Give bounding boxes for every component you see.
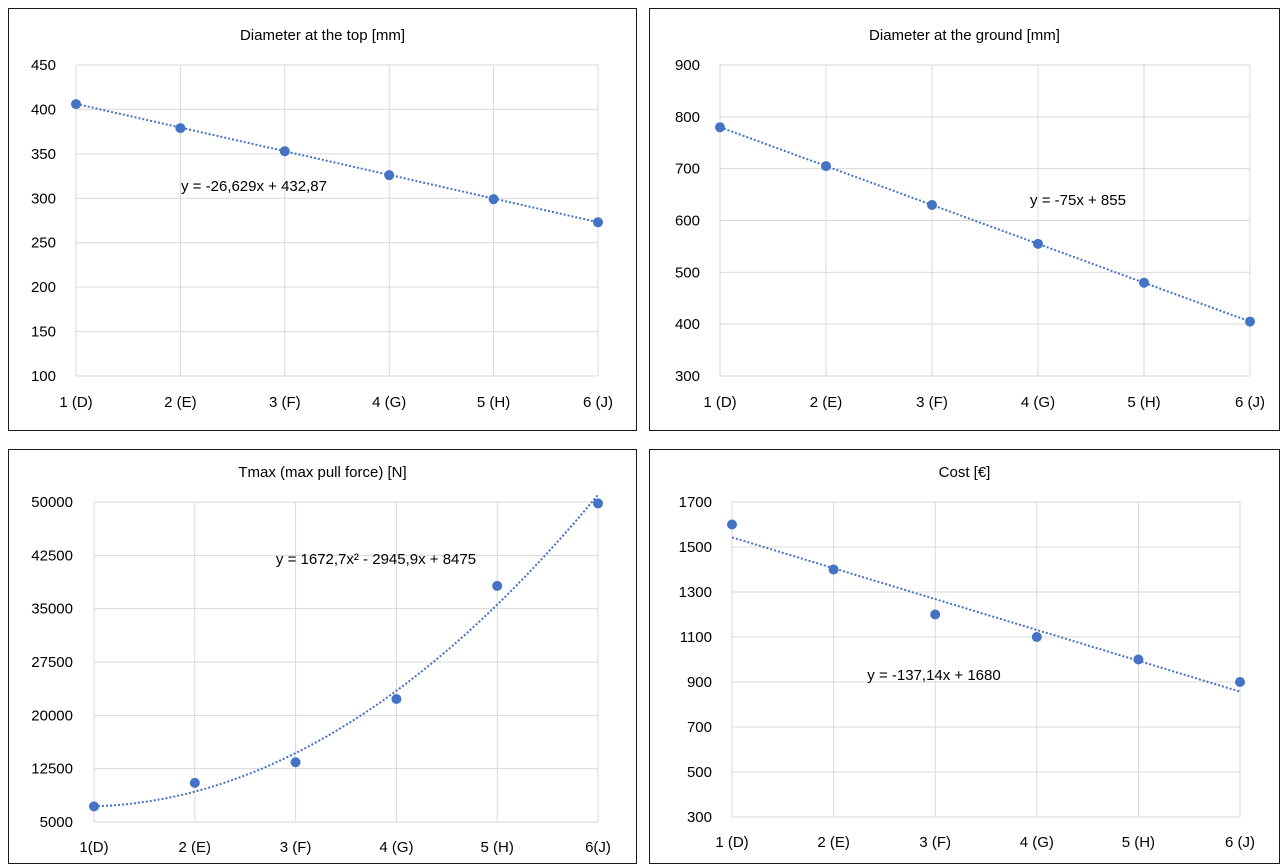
chart-svg: Diameter at the ground [mm] 300 400 500 600 7…	[675, 27, 1265, 411]
y-tick-label: 1100	[680, 629, 712, 646]
y-tick-label: 500	[687, 764, 712, 781]
data-point	[488, 194, 499, 205]
x-tick-label: 3 (F)	[916, 394, 948, 411]
data-point	[828, 564, 839, 575]
data-point	[1031, 632, 1042, 642]
y-tick-label: 42500	[31, 547, 73, 564]
chart-panel-cost: Cost [€] 300 500 700 900 1100 1300 1500 1700 1 (D…	[649, 449, 1280, 864]
chart-title: Diameter at the top [mm]	[240, 27, 405, 44]
x-tick-label: 2 (E)	[810, 394, 843, 411]
x-tick-label: 1(D)	[79, 839, 108, 856]
y-tick-label: 200	[31, 279, 56, 296]
data-point	[1245, 316, 1255, 327]
x-tick-label: 6 (J)	[1235, 394, 1265, 411]
x-tick-label: 2 (E)	[164, 394, 197, 411]
x-tick-label: 2 (E)	[817, 834, 850, 851]
trendline	[93, 494, 599, 808]
x-tick-label: 6(J)	[585, 839, 611, 856]
y-tick-label: 700	[675, 161, 700, 178]
y-tick-label: 150	[31, 324, 56, 341]
chart-title: Tmax (max pull force) [N]	[238, 464, 406, 481]
x-tick-label: 3 (F)	[919, 834, 951, 851]
y-tick-label: 400	[675, 316, 700, 333]
trendline	[75, 102, 599, 224]
data-point	[175, 123, 186, 134]
y-tick-label: 1500	[679, 539, 712, 556]
trendline	[719, 126, 1251, 323]
data-point	[715, 122, 725, 133]
chart-panel-diameter-ground: Diameter at the ground [mm] 300 400 500 600 7…	[649, 8, 1280, 431]
data-point	[1139, 277, 1149, 288]
y-tick-label: 450	[31, 57, 56, 74]
y-tick-label: 300	[675, 368, 700, 385]
data-point	[593, 498, 603, 509]
data-point	[290, 757, 301, 768]
y-tick-label: 27500	[31, 654, 73, 671]
y-tick-label: 20000	[31, 707, 73, 724]
y-tick-label: 800	[675, 109, 700, 126]
y-tick-label: 600	[675, 213, 700, 230]
x-tick-label: 6 (J)	[1225, 834, 1255, 851]
data-point	[89, 801, 99, 812]
data-point	[821, 161, 831, 172]
data-point	[189, 777, 200, 788]
x-tick-label: 5 (H)	[1127, 394, 1160, 411]
data-point	[391, 693, 402, 704]
y-tick-label: 300	[687, 809, 712, 826]
y-tick-label: 1700	[679, 494, 712, 511]
data-point	[593, 217, 603, 228]
x-tick-label: 4 (G)	[1021, 394, 1055, 411]
chart-panel-diameter-top: Diameter at the top [mm] 100 150 200 250 300 3…	[8, 8, 637, 431]
chart-title: Diameter at the ground [mm]	[869, 27, 1060, 44]
y-tick-label: 400	[31, 101, 56, 118]
y-tick-label: 500	[675, 264, 700, 281]
chart-title: Cost [€]	[939, 464, 991, 481]
chart-svg: Cost [€] 300 500 700 900 1100 1300 1500 1700 1 (D…	[679, 464, 1255, 851]
y-tick-label: 350	[31, 146, 56, 163]
y-tick-label: 12500	[31, 761, 73, 778]
x-tick-label: 1 (D)	[703, 394, 736, 411]
chart-svg: Diameter at the top [mm] 100 150 200 250 300 3…	[31, 27, 613, 411]
x-tick-label: 5 (H)	[477, 394, 510, 411]
y-tick-label: 900	[687, 674, 712, 691]
data-point	[1033, 238, 1043, 249]
data-point	[279, 146, 290, 157]
trendline-equation: y = -75x + 855	[1030, 192, 1126, 209]
x-tick-label: 6 (J)	[583, 394, 613, 411]
x-tick-label: 1 (D)	[715, 834, 748, 851]
x-tick-label: 4 (G)	[372, 394, 406, 411]
data-point	[71, 99, 81, 110]
data-point	[492, 580, 503, 591]
x-tick-label: 4 (G)	[379, 839, 413, 856]
x-tick-label: 3 (F)	[269, 394, 301, 411]
y-tick-label: 5000	[40, 814, 73, 831]
trendline	[731, 536, 1241, 693]
x-tick-label: 5 (H)	[481, 839, 514, 856]
data-point	[1235, 677, 1245, 687]
trendline-equation: y = -137,14x + 1680	[867, 667, 1000, 684]
chart-svg: Tmax (max pull force) [N] 5000 12500 20000 2…	[31, 464, 611, 856]
y-tick-label: 900	[675, 57, 700, 74]
y-tick-label: 300	[31, 190, 56, 207]
y-tick-label: 100	[31, 368, 56, 385]
x-tick-label: 4 (G)	[1020, 834, 1054, 851]
x-tick-label: 2 (E)	[179, 839, 212, 856]
x-tick-label: 3 (F)	[280, 839, 312, 856]
data-point	[1133, 654, 1144, 665]
x-tick-label: 1 (D)	[59, 394, 92, 411]
data-point	[384, 170, 395, 181]
data-point	[930, 609, 941, 620]
y-tick-label: 50000	[31, 494, 73, 511]
y-tick-label: 250	[31, 235, 56, 252]
x-tick-label: 5 (H)	[1122, 834, 1155, 851]
trendline-equation: y = -26,629x + 432,87	[181, 178, 327, 195]
data-point	[727, 519, 737, 530]
y-tick-label: 35000	[31, 601, 73, 618]
chart-panel-tmax: Tmax (max pull force) [N] 5000 12500 20000 2…	[8, 449, 637, 864]
y-tick-label: 700	[687, 719, 712, 736]
data-point	[927, 199, 937, 210]
trendline-equation: y = 1672,7x² - 2945,9x + 8475	[276, 551, 476, 568]
y-tick-label: 1300	[679, 584, 712, 601]
